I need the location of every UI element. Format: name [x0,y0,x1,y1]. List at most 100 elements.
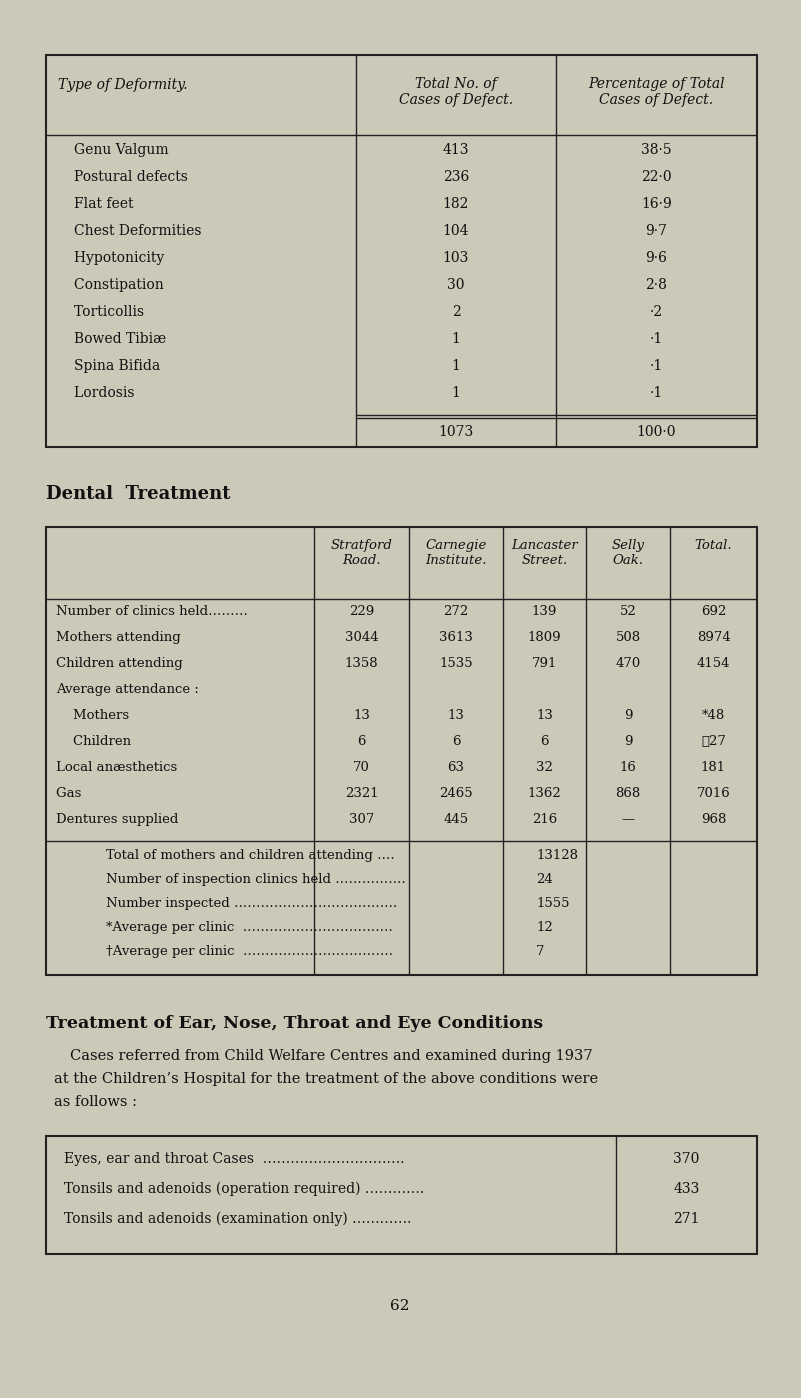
Text: Number of clinics held………: Number of clinics held……… [56,605,248,618]
Text: Tonsils and adenoids (operation required) ………….: Tonsils and adenoids (operation required… [64,1181,424,1197]
Text: Dental  Treatment: Dental Treatment [46,485,231,503]
Text: Children attending: Children attending [56,657,221,670]
Text: 30: 30 [447,278,465,292]
Text: as follows :: as follows : [54,1095,137,1109]
Text: at the Children’s Hospital for the treatment of the above conditions were: at the Children’s Hospital for the treat… [54,1072,598,1086]
Text: ·1: ·1 [650,386,663,400]
Text: 6: 6 [540,735,549,748]
Text: Total No. of
Cases of Defect.: Total No. of Cases of Defect. [399,77,513,108]
Text: 229: 229 [349,605,374,618]
Text: Cases referred from Child Welfare Centres and examined during 1937: Cases referred from Child Welfare Centre… [70,1048,593,1062]
Text: Total.: Total. [694,540,732,552]
Text: 24: 24 [536,872,553,886]
Text: 3044: 3044 [344,630,378,644]
Text: 3613: 3613 [439,630,473,644]
Text: Local anæsthetics: Local anæsthetics [56,761,211,774]
Text: 508: 508 [615,630,641,644]
Text: ·1: ·1 [650,359,663,373]
Bar [46,1137,757,1254]
Text: 22·0: 22·0 [641,171,672,185]
Text: 182: 182 [443,197,469,211]
Text: Number of inspection clinics held …………….: Number of inspection clinics held ……………. [106,872,406,886]
Text: 16·9: 16·9 [641,197,672,211]
Text: 307: 307 [348,814,374,826]
Text: 16: 16 [619,761,637,774]
Text: 9·6: 9·6 [646,252,667,266]
Text: 52: 52 [620,605,636,618]
Text: Lordosis: Lordosis [74,386,204,400]
Text: 868: 868 [615,787,641,800]
Text: Chest Deformities: Chest Deformities [74,224,236,238]
Text: 1555: 1555 [536,898,570,910]
Text: 470: 470 [615,657,641,670]
Text: 413: 413 [443,143,469,157]
Text: 370: 370 [674,1152,700,1166]
Text: 1: 1 [452,359,461,373]
Text: 104: 104 [443,224,469,238]
Text: 4154: 4154 [697,657,731,670]
Text: 62: 62 [390,1299,410,1313]
Text: Bowed Tibiæ: Bowed Tibiæ [74,331,219,345]
Text: 2·8: 2·8 [646,278,667,292]
Text: Spina Bifida: Spina Bifida [74,359,213,373]
Text: Percentage of Total
Cases of Defect.: Percentage of Total Cases of Defect. [588,77,725,108]
Text: Flat feet: Flat feet [74,197,203,211]
Text: 70: 70 [353,761,370,774]
Text: 13: 13 [353,709,370,721]
Text: Type of Deformity.: Type of Deformity. [58,78,187,92]
Text: 13: 13 [448,709,465,721]
Bar [46,527,757,974]
Text: 236: 236 [443,171,469,185]
Text: Average attendance :: Average attendance : [56,684,199,696]
Text: 791: 791 [532,657,557,670]
Text: Hypotonicity: Hypotonicity [74,252,217,266]
Text: 63: 63 [448,761,465,774]
Text: 139: 139 [532,605,557,618]
Text: 216: 216 [532,814,557,826]
Text: Selly
Oak.: Selly Oak. [611,540,645,568]
Text: 12: 12 [536,921,553,934]
Text: Dentures supplied: Dentures supplied [56,814,212,826]
Text: 2: 2 [452,305,461,319]
Text: 9: 9 [624,709,632,721]
Text: Gas: Gas [56,787,167,800]
Text: *Average per clinic  …………………………….: *Average per clinic ……………………………. [106,921,392,934]
Text: Children: Children [56,735,187,748]
Text: 32: 32 [536,761,553,774]
Text: ‧27: ‧27 [701,735,726,748]
Text: 272: 272 [444,605,469,618]
Text: 2321: 2321 [344,787,378,800]
Text: 1073: 1073 [438,425,473,439]
Text: Treatment of Ear, Nose, Throat and Eye Conditions: Treatment of Ear, Nose, Throat and Eye C… [46,1015,543,1032]
Text: ·2: ·2 [650,305,663,319]
Text: Mothers: Mothers [56,709,188,721]
Text: Tonsils and adenoids (examination only) ………….: Tonsils and adenoids (examination only) … [64,1212,412,1226]
Text: Postural defects: Postural defects [74,171,231,185]
Text: 1809: 1809 [528,630,562,644]
Text: ·1: ·1 [650,331,663,345]
Text: 968: 968 [701,814,727,826]
Text: Eyes, ear and throat Cases  ………………………….: Eyes, ear and throat Cases …………………………. [64,1152,405,1166]
Text: 1362: 1362 [528,787,562,800]
Text: Genu Valgum: Genu Valgum [74,143,230,157]
Text: Total of mothers and children attending ….: Total of mothers and children attending … [106,849,395,863]
Text: 1: 1 [452,386,461,400]
Text: 103: 103 [443,252,469,266]
Text: —: — [622,814,634,826]
Text: 100·0: 100·0 [637,425,676,439]
Text: 433: 433 [674,1181,700,1197]
Text: 8974: 8974 [697,630,731,644]
Text: 1358: 1358 [344,657,378,670]
Bar [46,55,757,447]
Text: 6: 6 [452,735,461,748]
Text: 6: 6 [357,735,366,748]
Text: 9: 9 [624,735,632,748]
Text: 38·5: 38·5 [641,143,672,157]
Text: Lancaster
Street.: Lancaster Street. [511,540,578,568]
Text: Carnegie
Institute.: Carnegie Institute. [425,540,487,568]
Text: 7: 7 [536,945,545,958]
Text: 1: 1 [452,331,461,345]
Text: Number inspected ……………………………….: Number inspected ………………………………. [106,898,397,910]
Text: Stratford
Road.: Stratford Road. [331,540,392,568]
Text: Torticollis: Torticollis [74,305,210,319]
